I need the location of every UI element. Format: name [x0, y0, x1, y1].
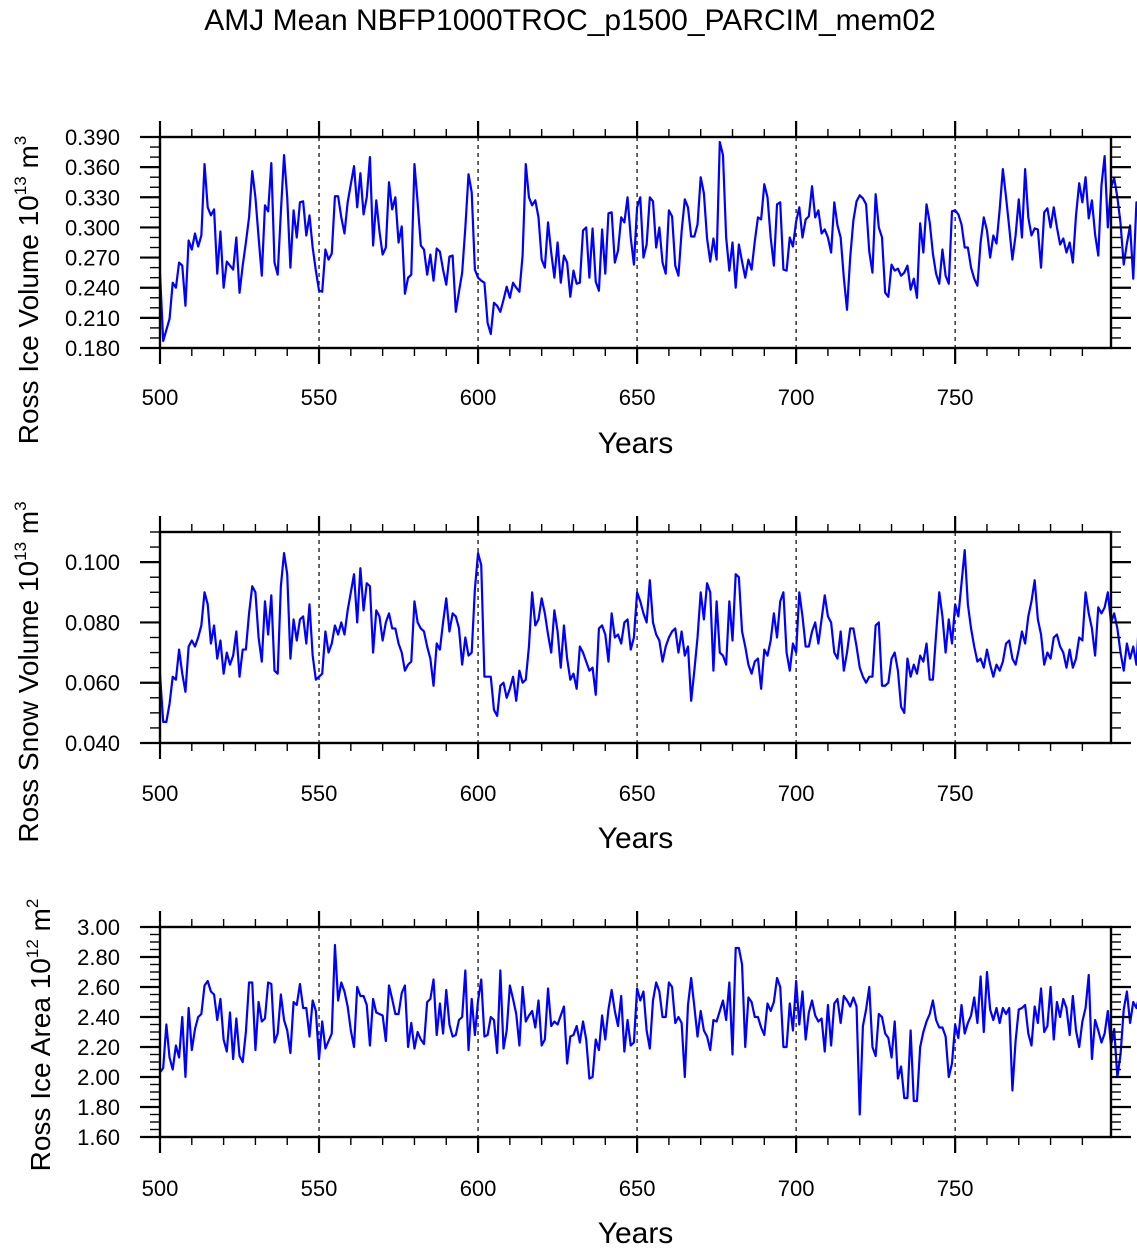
x-tick-label: 500 [142, 385, 179, 410]
x-tick-label: 650 [619, 385, 656, 410]
x-tick-label: 550 [301, 1176, 338, 1201]
y-tick-label: 0.330 [65, 185, 120, 210]
panel-ice-volume: 500 550 600 650 700 750 0.180 0.210 0.240 0.270 0.… [11, 121, 1137, 460]
plot-frame [158, 135, 1113, 350]
panel-snow-volume: 500 550 600 650 700 750 0.040 0.060 0.080 0.100 Ye… [11, 501, 1137, 855]
x-axis-label: Years [598, 1217, 674, 1250]
y-tick-label: 1.80 [77, 1095, 120, 1120]
y-tick-label: 2.80 [77, 945, 120, 970]
y-axis-label: Ross Snow Volume 1013 m3 [11, 501, 44, 842]
x-axis-label: Years [598, 427, 674, 460]
y-tick-label: 2.20 [77, 1035, 120, 1060]
y-tick-label: 0.060 [65, 671, 120, 696]
x-tick-label: 750 [937, 1176, 974, 1201]
y-tick-label: 0.270 [65, 246, 120, 271]
y-axis-label: Ross Ice Area 1012 m2 [23, 899, 56, 1172]
y-tick-label: 0.210 [65, 306, 120, 331]
x-tick-label: 600 [460, 385, 497, 410]
y-tick-label: 0.180 [65, 336, 120, 361]
plot-frame [158, 530, 1113, 745]
x-tick-label: 550 [301, 385, 338, 410]
x-tick-label: 700 [778, 781, 815, 806]
y-tick-label: 0.390 [65, 125, 120, 150]
data-line [159, 943, 1137, 1116]
x-tick-label: 650 [619, 1176, 656, 1201]
y-tick-label: 0.040 [65, 731, 120, 756]
y-axis-label: Ross Ice Volume 1013 m3 [11, 136, 44, 445]
y-tick-label: 2.40 [77, 1005, 120, 1030]
x-tick-label: 750 [937, 781, 974, 806]
x-tick-label: 750 [937, 385, 974, 410]
data-line [158, 548, 1137, 724]
data-line [158, 140, 1137, 343]
x-tick-label: 500 [142, 781, 179, 806]
x-tick-label: 600 [460, 781, 497, 806]
x-tick-label: 550 [301, 781, 338, 806]
y-tick-label: 0.240 [65, 276, 120, 301]
x-tick-label: 650 [619, 781, 656, 806]
y-tick-label: 0.080 [65, 610, 120, 635]
chart-title: AMJ Mean NBFP1000TROC_p1500_PARCIM_mem02 [204, 4, 935, 37]
x-axis-label: Years [598, 822, 674, 855]
panel-ice-area: 500 550 600 650 700 750 1.60 1.80 2.00 2.20 2.40 2.… [23, 899, 1137, 1250]
y-tick-label: 2.00 [77, 1065, 120, 1090]
y-tick-label: 2.60 [77, 975, 120, 1000]
y-tick-label: 1.60 [77, 1125, 120, 1150]
x-tick-label: 700 [778, 1176, 815, 1201]
y-tick-label: 0.100 [65, 550, 120, 575]
y-tick-label: 0.300 [65, 215, 120, 240]
y-tick-label: 3.00 [77, 915, 120, 940]
y-tick-label: 0.360 [65, 155, 120, 180]
x-tick-label: 600 [460, 1176, 497, 1201]
x-tick-label: 700 [778, 385, 815, 410]
x-tick-label: 500 [142, 1176, 179, 1201]
